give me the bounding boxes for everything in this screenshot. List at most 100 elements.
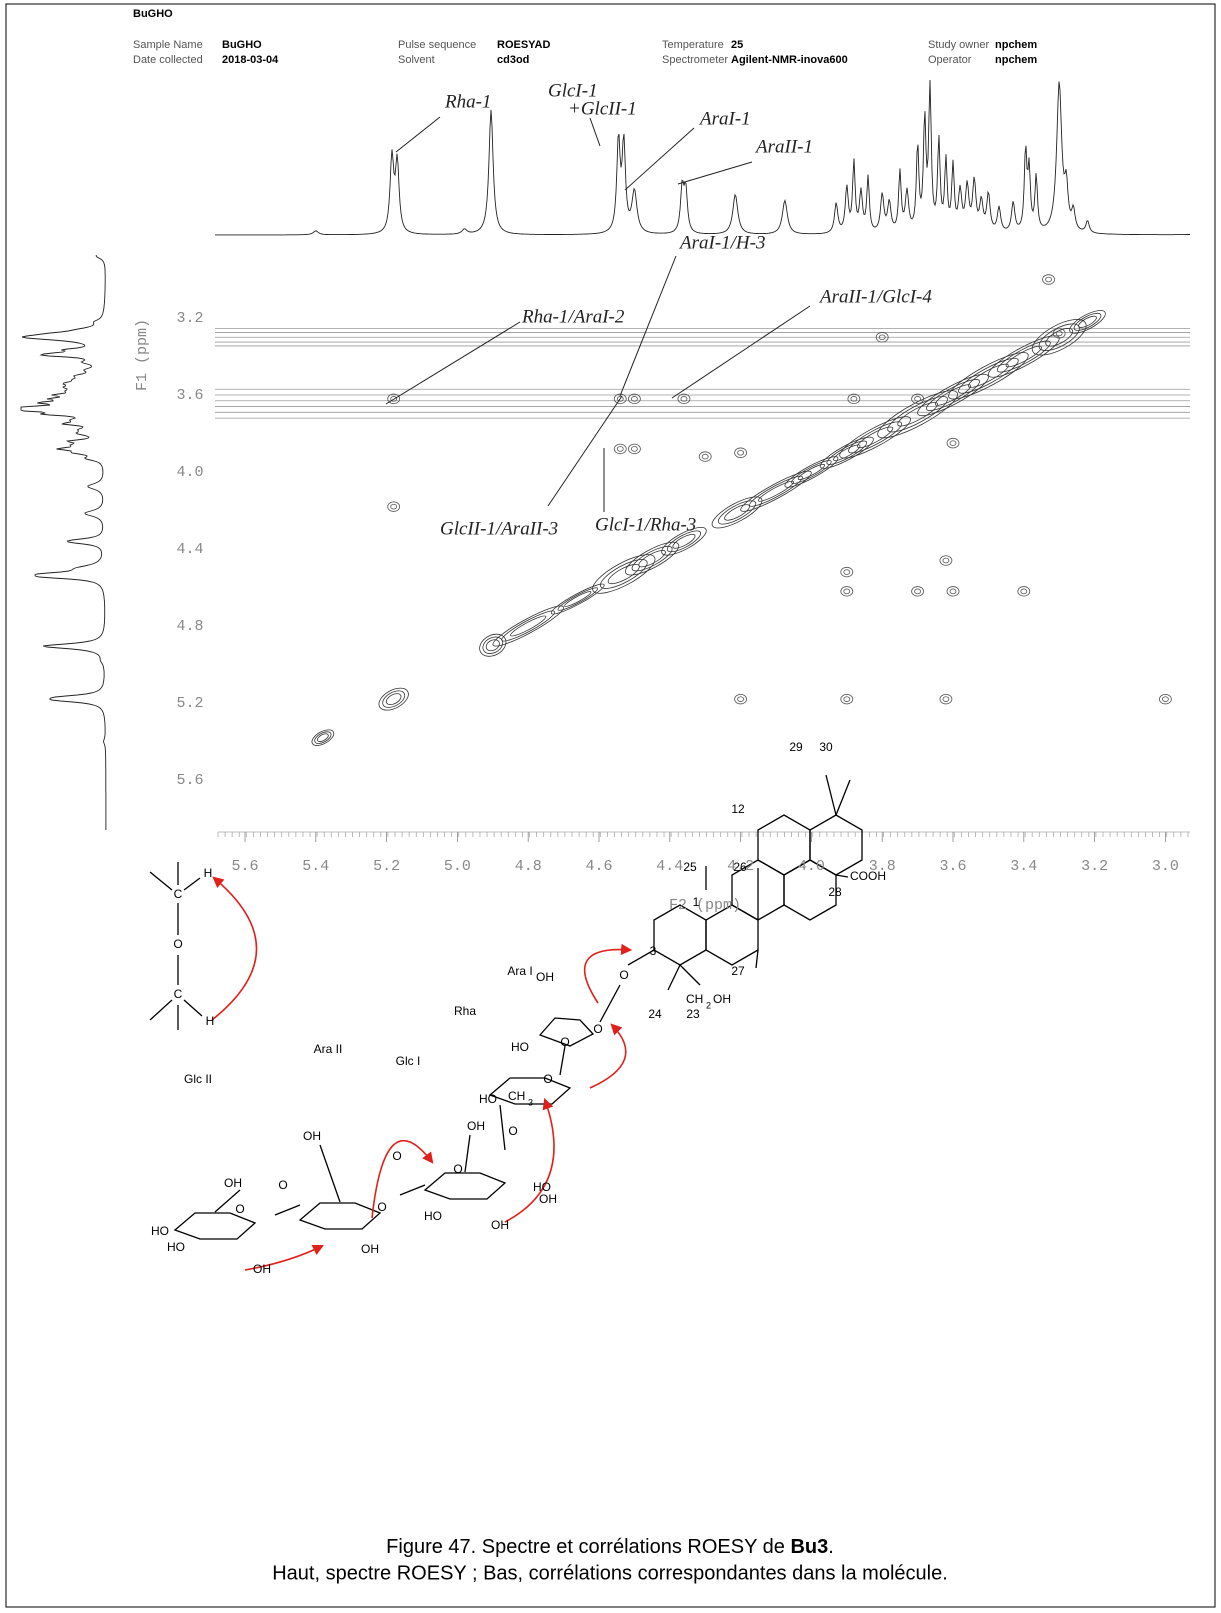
diagonal-contour (1005, 345, 1042, 368)
bond (183, 877, 201, 891)
atom-label: Glc I (396, 1054, 421, 1068)
annotation-leader (677, 161, 753, 185)
f1-tick-label: 3.2 (176, 310, 203, 327)
atom-label: O (235, 1202, 244, 1216)
diagonal-contour (1073, 312, 1102, 331)
sugar-ring (538, 1017, 595, 1047)
ring (705, 904, 759, 966)
cross-peak (942, 557, 950, 564)
atom-label: O (593, 1022, 602, 1036)
cross-peak (631, 446, 638, 452)
cross-peak (1020, 588, 1028, 595)
diagonal-contour (958, 357, 1019, 394)
atom-label: 26 (733, 860, 747, 874)
diagonal-contour (877, 390, 958, 439)
scheme-atom: C (174, 887, 183, 901)
cross-peak (628, 393, 641, 405)
cross-peak (878, 334, 886, 341)
diagonal-contour (311, 729, 335, 746)
roe-arrow (583, 943, 633, 1004)
diagonal-contour (624, 541, 680, 576)
diagonal-contour (1031, 319, 1087, 356)
diagonal-contour (661, 527, 707, 556)
atom-label: OH (253, 1262, 271, 1276)
atom-label: Ara I (507, 964, 532, 978)
diagonal-contour (926, 379, 980, 411)
cross-peak (946, 586, 960, 597)
f1-tick-label: 4.8 (176, 618, 203, 635)
bond (183, 999, 203, 1017)
field-label: Study owner (928, 39, 989, 51)
f2-tick-label: 5.4 (302, 858, 329, 875)
caption-part: Bu3 (790, 1536, 828, 1558)
atom-label: OH (224, 1176, 242, 1190)
f2-tick-label: 5.0 (444, 858, 471, 875)
atom-label: 23 (686, 1007, 700, 1021)
sugar-ring (173, 1212, 257, 1240)
bond (559, 1045, 566, 1076)
annotation: GlcI-1/Rha-3 (595, 514, 696, 535)
f1-tick-label: 4.4 (176, 541, 203, 558)
f2-axis-label: F2 (ppm) (669, 897, 741, 914)
field-value: 25 (731, 39, 743, 51)
diagonal-contour (592, 554, 656, 594)
f2-tick-label: 3.6 (939, 858, 966, 875)
cross-peak (942, 696, 950, 702)
annotation-leader (671, 305, 811, 399)
atom-label: HO (511, 1040, 529, 1054)
field-value: ROESYAD (497, 39, 550, 51)
diagonal-contour (631, 545, 673, 572)
atom-label: HO (424, 1209, 442, 1223)
diagonal-contour (839, 416, 911, 459)
bond (627, 949, 655, 966)
cross-peak (613, 443, 627, 455)
diagonal-contour (317, 733, 329, 742)
f1-tick-label: 5.6 (176, 772, 203, 789)
diagonal-contour (948, 352, 1029, 400)
field-value: BuGHO (222, 39, 262, 51)
field-label: Solvent (398, 54, 435, 66)
cross-peak (843, 696, 851, 702)
diagonal-contour (791, 460, 832, 484)
annotation: AraI-1 (698, 108, 751, 129)
annotation: Rha-1/AraI-2 (521, 306, 625, 327)
f1-projection (20, 254, 107, 830)
roe-arrow (371, 1140, 434, 1219)
diagonal-contour (378, 687, 409, 711)
cross-peak (914, 396, 921, 402)
diagonal-contour (857, 426, 894, 449)
cross-peak (387, 393, 401, 405)
diagonal-contour (740, 470, 812, 512)
roe-arrow (244, 1244, 325, 1271)
roe-arrow (504, 1097, 555, 1223)
scheme-atom: O (173, 937, 182, 951)
atom-label: 2 (706, 1000, 711, 1010)
f1-axis-label: F1 (ppm) (134, 319, 151, 391)
f2-projection (215, 79, 1191, 236)
field-value: cd3od (497, 54, 529, 66)
cross-peak (734, 693, 747, 705)
diagonal-contour (887, 396, 948, 433)
atom-label: O (508, 1124, 517, 1138)
atom-label: HO (167, 1240, 185, 1254)
annotation-leader (624, 127, 695, 191)
atom-label: 28 (828, 885, 842, 899)
f2-tick-label: 4.4 (656, 858, 683, 875)
cross-peak (613, 393, 627, 405)
cross-peak (911, 393, 924, 405)
atom-label: 24 (648, 1007, 662, 1021)
atom-label: OH (303, 1129, 321, 1143)
diagonal-contour (1069, 310, 1106, 334)
diagonal-contour (996, 340, 1051, 373)
cross-peak (387, 501, 401, 512)
diagonal-contour (819, 436, 874, 469)
diagonal-contour (501, 610, 556, 642)
caption-part: . (828, 1536, 834, 1558)
diagonal-contour (599, 559, 648, 589)
cross-peak (875, 332, 889, 343)
cross-peak (840, 693, 854, 705)
bond (667, 964, 681, 991)
cross-peak (840, 586, 854, 597)
atom-label: 25 (683, 860, 697, 874)
